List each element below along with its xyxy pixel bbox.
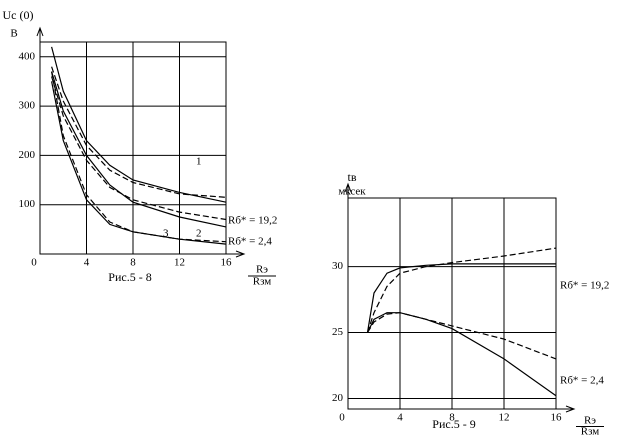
annotation: 2 xyxy=(196,228,202,240)
x-tick-label: 4 xyxy=(397,412,403,424)
x-axis-arrow xyxy=(348,405,576,413)
curve xyxy=(51,76,227,221)
curve xyxy=(366,312,557,360)
x-axis-label: Rэ xyxy=(584,415,596,427)
y-tick-label: 20 xyxy=(332,392,344,404)
annotation: Rб* = 19,2 xyxy=(560,280,609,292)
y-axis-unit: мксек xyxy=(338,186,366,198)
annotation: 3 xyxy=(163,228,169,240)
annotation: Rб* = 19,2 xyxy=(228,215,277,227)
y-tick-label: 25 xyxy=(332,326,344,338)
x-axis-label-denominator: Rзм xyxy=(253,276,272,288)
y-tick-label: 200 xyxy=(19,149,36,161)
y-tick-label: 100 xyxy=(19,198,36,210)
y-tick-label: 300 xyxy=(19,100,36,112)
curve xyxy=(366,247,557,333)
curve xyxy=(51,71,227,243)
caption: Рис.5 - 9 xyxy=(432,417,475,431)
x-tick-label: 12 xyxy=(499,412,510,424)
curve xyxy=(51,46,227,203)
annotation: 1 xyxy=(196,156,202,168)
x-tick-label: 16 xyxy=(551,412,563,424)
y-tick-label: 400 xyxy=(19,50,36,62)
y-axis-label: Uc (0) xyxy=(3,8,34,22)
x-axis-arrow xyxy=(40,250,246,258)
y-axis-unit: B xyxy=(10,28,17,40)
curve xyxy=(51,66,227,198)
annotation: Rб* = 2,4 xyxy=(228,236,272,248)
y-tick-label: 30 xyxy=(332,260,344,272)
annotation: Rб* = 2,4 xyxy=(560,375,604,387)
y-axis-label: tв xyxy=(348,170,357,184)
x-tick-label: 16 xyxy=(221,257,233,269)
x-tick-label: 12 xyxy=(174,257,185,269)
x-axis-label-denominator: Rзм xyxy=(581,426,600,438)
curve xyxy=(366,263,556,333)
x-tick-label: 0 xyxy=(339,412,345,424)
caption: Рис.5 - 8 xyxy=(108,270,151,284)
x-axis-label: Rэ xyxy=(256,264,268,276)
x-tick-label: 8 xyxy=(130,257,136,269)
curve xyxy=(51,71,227,228)
x-tick-label: 4 xyxy=(84,257,90,269)
curve xyxy=(366,312,557,397)
x-tick-label: 0 xyxy=(31,257,37,269)
x-tick-label: 8 xyxy=(449,412,455,424)
